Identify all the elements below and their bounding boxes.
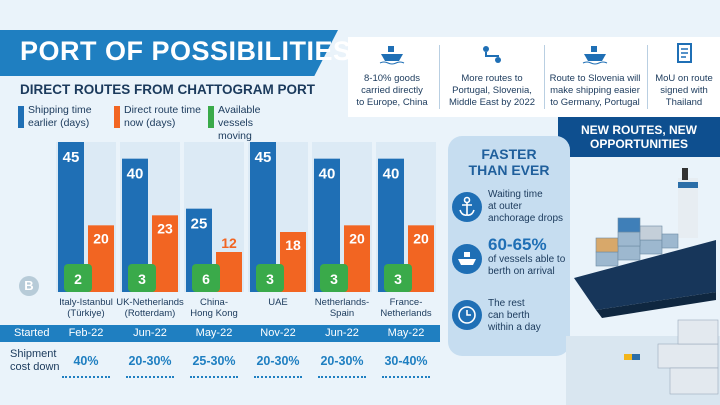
bar-value-label: 20 bbox=[93, 230, 109, 246]
cost-down-value: 20-30% bbox=[320, 354, 364, 368]
dotted-underline bbox=[126, 376, 174, 378]
category-label: (Rotterdam) bbox=[125, 308, 176, 319]
legend-swatch-blue bbox=[18, 106, 24, 128]
cost-down-value: 20-30% bbox=[128, 354, 172, 368]
chart-subtitle: DIRECT ROUTES FROM CHATTOGRAM PORT bbox=[20, 82, 315, 97]
legend-item-direct-now: Direct route time now (days) bbox=[114, 104, 204, 130]
ship-icon bbox=[582, 46, 608, 65]
document-icon bbox=[677, 43, 692, 63]
bar-value-label: 45 bbox=[255, 149, 272, 166]
bar-vessels bbox=[128, 264, 156, 292]
bar-value-label: 12 bbox=[221, 235, 237, 251]
divider bbox=[439, 45, 440, 109]
faster-item-berth: 60-65% of vessels able to berth on arriv… bbox=[488, 235, 566, 278]
bar-direct-now bbox=[88, 225, 114, 292]
bar-value-label: 3 bbox=[330, 271, 338, 287]
legend-label: Available vessels moving bbox=[218, 104, 261, 142]
bar-value-label: 3 bbox=[266, 271, 274, 287]
divider bbox=[647, 45, 648, 109]
bar-vessels bbox=[320, 264, 348, 292]
legend-label: Direct route time now (days) bbox=[124, 104, 202, 129]
bar-value-label: 40 bbox=[319, 166, 336, 183]
category-label: Italy-Istanbul bbox=[59, 297, 113, 308]
bar-value-label: 20 bbox=[349, 230, 365, 246]
dotted-underline bbox=[62, 376, 110, 378]
category-label: France- bbox=[390, 297, 423, 308]
new-routes-banner: NEW ROUTES, NEW OPPORTUNITIES bbox=[558, 117, 720, 157]
legend-item-vessels: Available vessels moving bbox=[208, 104, 288, 143]
started-value: Jun-22 bbox=[133, 327, 167, 339]
route-icon bbox=[483, 46, 501, 63]
page-title: PORT OF POSSIBILITIES bbox=[20, 36, 352, 66]
dotted-underline bbox=[254, 376, 302, 378]
bar-value-label: 45 bbox=[63, 149, 80, 166]
faster-item-waiting: Waiting time at outer anchorage drops bbox=[488, 189, 564, 224]
bar-chart: 45 20 2 Italy-Istanbul(Türkiye) 40 23 3 UK-Neth… bbox=[56, 142, 436, 319]
started-value: May-22 bbox=[387, 327, 425, 339]
bar-direct-now bbox=[152, 215, 178, 292]
bar-value-label: 3 bbox=[138, 271, 146, 287]
publisher-logo: B bbox=[19, 276, 39, 296]
cost-down-label: Shipment cost down bbox=[10, 348, 60, 373]
bar-value-label: 25 bbox=[191, 216, 208, 233]
ship-icon bbox=[379, 46, 405, 65]
bar-vessels bbox=[192, 264, 220, 292]
title-banner bbox=[0, 30, 338, 76]
category-label: China- bbox=[200, 297, 228, 308]
category-label: Netherlands- bbox=[315, 297, 369, 308]
bar-vessels bbox=[256, 264, 284, 292]
legend-swatch-orange bbox=[114, 106, 120, 128]
clock-icon bbox=[452, 300, 482, 330]
legend-swatch-green bbox=[208, 106, 214, 128]
legend-item-shipping-earlier: Shipping time earlier (days) bbox=[18, 104, 98, 130]
bar-value-label: 20 bbox=[413, 230, 429, 246]
dotted-underline bbox=[382, 376, 430, 378]
info-item-direct-goods: 8-10% goods carried directly to Europe, … bbox=[348, 37, 436, 117]
bar-direct-now bbox=[216, 252, 242, 292]
started-value: Feb-22 bbox=[68, 327, 104, 339]
started-value: Jun-22 bbox=[325, 327, 359, 339]
bar-value-label: 18 bbox=[285, 237, 301, 253]
bar-value-label: 23 bbox=[157, 220, 173, 236]
bar-direct-now bbox=[344, 225, 370, 292]
divider bbox=[544, 45, 545, 109]
faster-title: FASTER THAN EVER bbox=[468, 146, 550, 178]
info-item-slovenia: Route to Slovenia will make shipping eas… bbox=[546, 37, 644, 117]
bar-vessels bbox=[384, 264, 412, 292]
bar-value-label: 3 bbox=[394, 271, 402, 287]
anchor-icon bbox=[452, 192, 482, 222]
category-label: Netherlands bbox=[380, 308, 431, 319]
bar-value-label: 2 bbox=[74, 271, 82, 287]
category-label: (Türkiye) bbox=[67, 308, 104, 319]
info-item-more-routes: More routes to Portugal, Slovenia, Middl… bbox=[442, 37, 542, 117]
bar-vessels bbox=[64, 264, 92, 292]
info-item-thailand-mou: MoU on route signed with Thailand bbox=[650, 37, 718, 117]
legend-label: Shipping time earlier (days) bbox=[28, 104, 92, 129]
cost-down-value: 20-30% bbox=[256, 354, 300, 368]
bar-value-label: 40 bbox=[127, 166, 144, 183]
bar-value-label: 40 bbox=[383, 166, 400, 183]
bar-value-label: 6 bbox=[202, 271, 210, 287]
dotted-underline bbox=[190, 376, 238, 378]
category-label: Hong Kong bbox=[190, 308, 238, 319]
category-label: UAE bbox=[268, 297, 288, 308]
started-value: Nov-22 bbox=[260, 327, 296, 339]
started-label: Started bbox=[14, 327, 50, 339]
started-row-bar bbox=[0, 325, 440, 342]
started-value: May-22 bbox=[195, 327, 233, 339]
cost-down-value: 30-40% bbox=[384, 354, 428, 368]
container-ship-illustration bbox=[566, 168, 720, 405]
ship-icon bbox=[452, 244, 482, 274]
dotted-underline bbox=[318, 376, 366, 378]
bar-direct-now bbox=[408, 225, 434, 292]
info-row: 8-10% goods carried directly to Europe, … bbox=[348, 37, 720, 117]
faster-item-rest: The rest can berth within a day bbox=[488, 298, 541, 333]
bar-direct-now bbox=[280, 232, 306, 292]
category-label: Spain bbox=[330, 308, 354, 319]
cost-down-value: 40% bbox=[73, 354, 99, 368]
cost-down-value: 25-30% bbox=[192, 354, 236, 368]
category-label: UK-Netherlands bbox=[116, 297, 184, 308]
